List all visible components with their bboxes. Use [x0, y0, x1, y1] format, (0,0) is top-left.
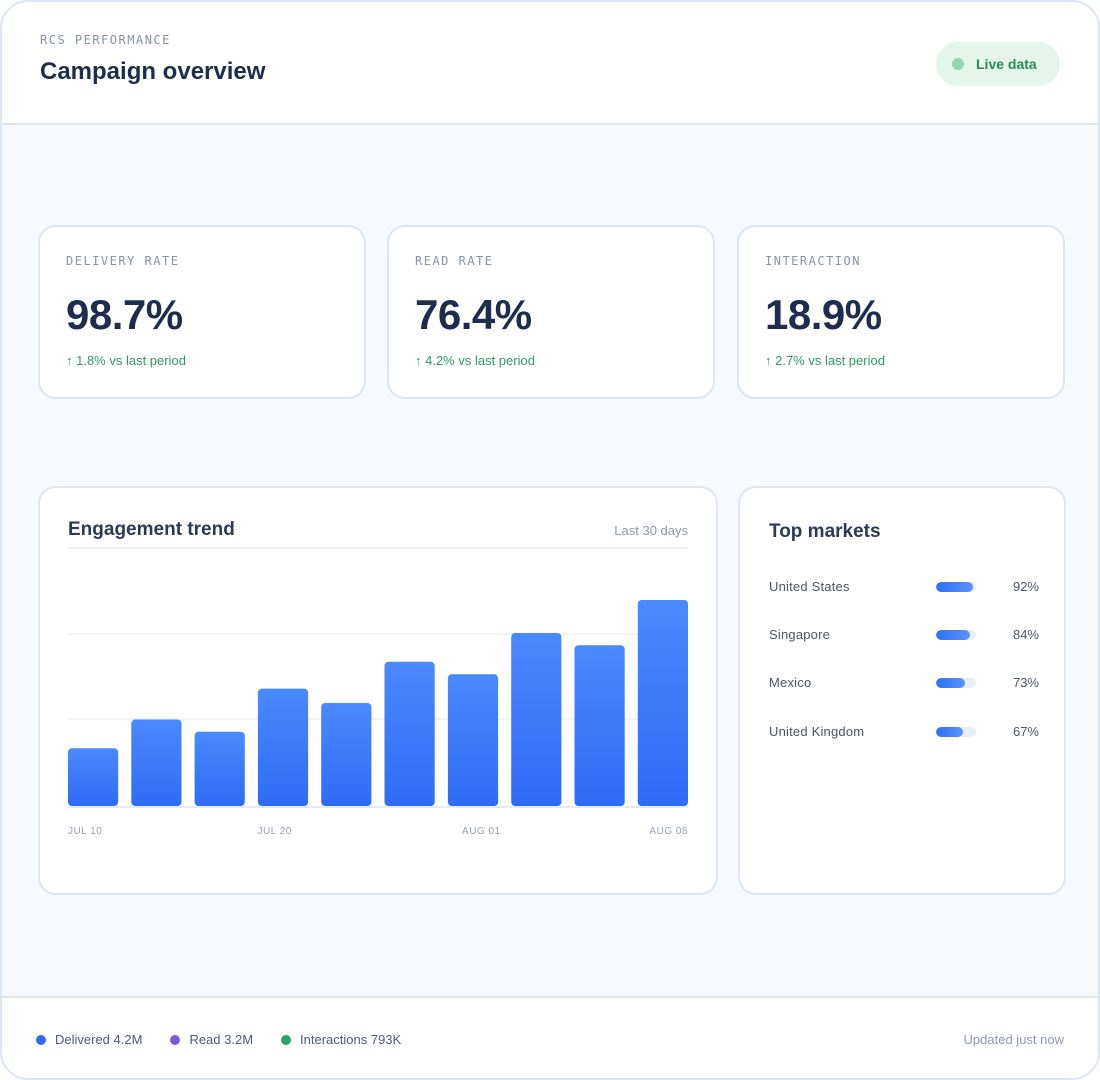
market-progress-track	[936, 678, 976, 688]
page-footer: Delivered 4.2M Read 3.2M Interactions 79…	[2, 996, 1098, 1078]
market-name: United Kingdom	[769, 724, 865, 739]
legend-dot-icon	[281, 1034, 292, 1045]
legend-item-read[interactable]: Read 3.2M	[170, 1032, 253, 1047]
kpi-label: READ RATE	[415, 254, 494, 268]
chart-bar[interactable]	[447, 674, 499, 806]
market-row[interactable]: Mexico 73%	[769, 673, 1039, 693]
chart-bar[interactable]	[637, 600, 688, 806]
page-title: Campaign overview	[40, 58, 266, 85]
live-status-dot-icon	[952, 58, 964, 70]
chart-x-tick-label: JUL 20	[258, 826, 292, 837]
kpi-card-read-rate[interactable]: READ RATE 76.4% ↑ 4.2% vs last period	[387, 225, 715, 399]
kpi-delta: ↑ 4.2% vs last period	[415, 353, 535, 368]
chart-x-tick-label: AUG 08	[649, 826, 688, 837]
kpi-delta: ↑ 2.7% vs last period	[765, 353, 885, 368]
market-percent: 67%	[1012, 724, 1039, 739]
legend-label: Read 3.2M	[189, 1032, 254, 1047]
market-progress-fill	[936, 630, 970, 640]
legend-item-interactions[interactable]: Interactions 793K	[281, 1032, 401, 1047]
kpi-value: 18.9%	[765, 291, 882, 338]
legend-dot-icon	[36, 1034, 46, 1045]
chart-title: Engagement trend	[68, 519, 235, 540]
kpi-value: 98.7%	[66, 291, 183, 338]
updated-timestamp: Updated just now	[963, 1032, 1064, 1047]
market-progress-fill	[936, 678, 966, 688]
chart-bar[interactable]	[131, 719, 182, 807]
chart-bar[interactable]	[257, 688, 309, 806]
market-name: Mexico	[769, 675, 812, 690]
footer-legend: Delivered 4.2M Read 3.2M Interactions 79…	[36, 1032, 429, 1047]
legend-dot-icon	[170, 1034, 181, 1045]
live-data-label: Live data	[976, 56, 1037, 72]
legend-label: Interactions 793K	[300, 1032, 402, 1047]
chart-bar[interactable]	[194, 731, 245, 806]
chart-x-tick-label: JUL 10	[68, 826, 102, 837]
market-row[interactable]: United Kingdom 67%	[769, 722, 1039, 742]
chart-bar[interactable]	[68, 748, 119, 806]
legend-label: Delivered 4.2M	[55, 1032, 143, 1047]
chart-x-tick-label: AUG 01	[462, 826, 501, 837]
engagement-trend-card: JUL 10 JUL 20 AUG 01 AUG 08 Engagement tren…	[38, 486, 718, 895]
market-name: United States	[769, 579, 850, 594]
kpi-value: 76.4%	[415, 291, 532, 338]
chart-bar[interactable]	[511, 633, 562, 806]
kpi-label: DELIVERY RATE	[66, 254, 180, 268]
live-data-badge[interactable]: Live data	[936, 42, 1060, 86]
chart-bar[interactable]	[321, 703, 372, 806]
market-progress-fill	[936, 582, 973, 592]
chart-divider	[68, 547, 688, 549]
legend-item-delivered[interactable]: Delivered 4.2M	[36, 1032, 142, 1047]
market-percent: 73%	[1012, 675, 1039, 690]
kpi-card-interaction[interactable]: INTERACTION 18.9% ↑ 2.7% vs last period	[737, 225, 1065, 399]
kpi-card-delivery-rate[interactable]: DELIVERY RATE 98.7% ↑ 1.8% vs last perio…	[38, 225, 366, 399]
markets-title: Top markets	[769, 521, 881, 542]
market-row[interactable]: United States 92%	[769, 577, 1039, 597]
top-markets-card: Top markets United States 92% Singapore …	[738, 486, 1066, 895]
market-row[interactable]: Singapore 84%	[769, 625, 1039, 645]
page-eyebrow: RCS PERFORMANCE	[40, 33, 171, 47]
market-name: Singapore	[769, 627, 831, 642]
chart-range-label[interactable]: Last 30 days	[614, 523, 688, 538]
market-progress-track	[936, 582, 976, 592]
kpi-label: INTERACTION	[765, 254, 861, 268]
market-progress-fill	[936, 727, 963, 737]
market-percent: 92%	[1012, 579, 1039, 594]
chart-bar[interactable]	[574, 645, 625, 806]
market-progress-track	[936, 727, 976, 737]
market-percent: 84%	[1012, 627, 1039, 642]
engagement-trend-chart: JUL 10 JUL 20 AUG 01 AUG 08	[68, 600, 688, 837]
market-progress-track	[936, 630, 976, 640]
chart-bar[interactable]	[384, 661, 435, 806]
page-header: RCS PERFORMANCE Campaign overview Live d…	[2, 2, 1098, 125]
kpi-delta: ↑ 1.8% vs last period	[66, 353, 186, 368]
